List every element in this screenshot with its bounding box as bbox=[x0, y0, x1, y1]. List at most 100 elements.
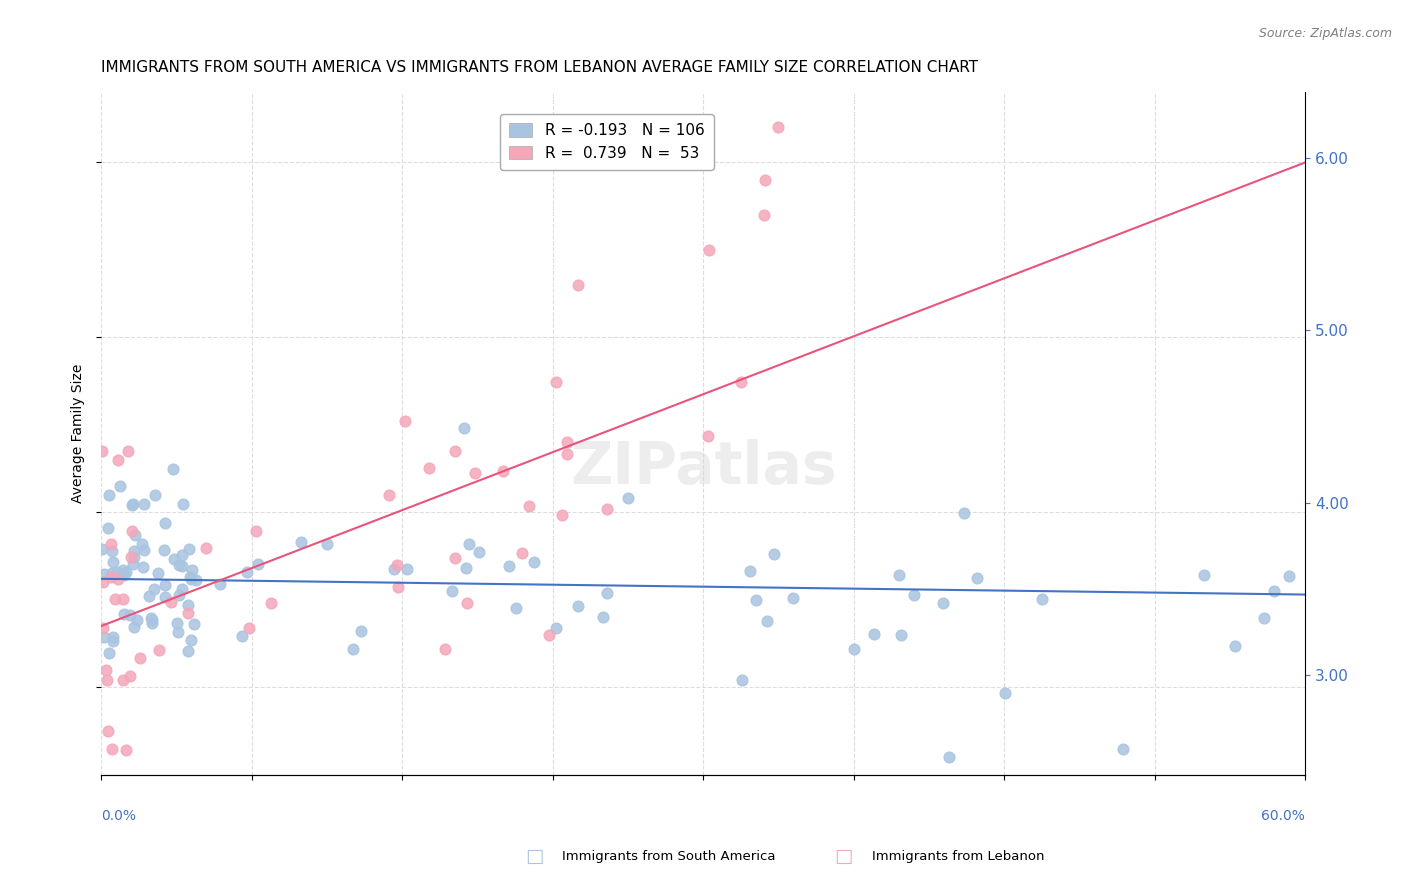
Point bbox=[382, 562, 405, 576]
Point bbox=[90, 444, 112, 458]
Point bbox=[1112, 741, 1135, 756]
Point bbox=[180, 572, 202, 586]
Text: Immigrants from South America: Immigrants from South America bbox=[562, 850, 776, 863]
Point bbox=[697, 243, 720, 257]
Point bbox=[1278, 569, 1301, 583]
Point bbox=[103, 634, 125, 648]
Point bbox=[730, 375, 752, 389]
Point bbox=[121, 524, 143, 539]
Point bbox=[763, 547, 786, 561]
Point bbox=[101, 741, 124, 756]
Point bbox=[124, 544, 146, 558]
Point bbox=[103, 555, 125, 569]
Point bbox=[132, 560, 155, 574]
Point bbox=[124, 528, 146, 542]
Point bbox=[245, 524, 267, 538]
Point bbox=[454, 561, 477, 575]
Point bbox=[440, 584, 463, 599]
Point bbox=[127, 613, 149, 627]
Point bbox=[290, 535, 312, 549]
Point bbox=[101, 543, 124, 558]
Point bbox=[132, 542, 155, 557]
Point bbox=[122, 619, 145, 633]
Point bbox=[97, 521, 120, 535]
Point bbox=[112, 607, 135, 621]
Point bbox=[745, 592, 768, 607]
Point bbox=[231, 630, 253, 644]
Point bbox=[512, 546, 534, 560]
Point bbox=[183, 617, 205, 632]
Point bbox=[117, 444, 139, 458]
Point bbox=[889, 567, 911, 582]
Point bbox=[167, 589, 190, 603]
Point bbox=[114, 742, 136, 756]
Point bbox=[731, 673, 754, 687]
Point bbox=[93, 567, 115, 582]
Point bbox=[1263, 584, 1285, 599]
Point bbox=[142, 582, 165, 596]
Point bbox=[754, 173, 776, 187]
Point bbox=[172, 497, 194, 511]
Point bbox=[179, 570, 201, 584]
Point bbox=[378, 488, 401, 502]
Point bbox=[177, 599, 200, 613]
Text: □: □ bbox=[524, 847, 544, 866]
Point bbox=[90, 542, 112, 557]
Point bbox=[782, 591, 804, 606]
Point bbox=[97, 488, 120, 502]
Point bbox=[112, 567, 135, 582]
Point bbox=[162, 462, 184, 476]
Point bbox=[143, 488, 166, 502]
Point bbox=[180, 632, 202, 647]
Point bbox=[112, 591, 135, 606]
Point bbox=[903, 588, 925, 602]
Point bbox=[453, 420, 475, 434]
Point bbox=[842, 641, 865, 656]
Point bbox=[176, 644, 198, 658]
Point bbox=[457, 537, 479, 551]
Point bbox=[464, 466, 486, 480]
Point bbox=[342, 642, 364, 657]
Point bbox=[118, 669, 141, 683]
Point bbox=[100, 537, 122, 551]
Point bbox=[153, 516, 176, 530]
Point bbox=[153, 578, 176, 592]
Point bbox=[121, 558, 143, 572]
Point bbox=[863, 626, 886, 640]
Point bbox=[953, 506, 976, 520]
Point bbox=[444, 551, 467, 566]
Point bbox=[932, 596, 955, 610]
Point bbox=[456, 596, 478, 610]
Point bbox=[97, 646, 120, 660]
Point bbox=[966, 571, 988, 585]
Point bbox=[766, 120, 789, 135]
Point bbox=[1225, 639, 1247, 653]
Point bbox=[567, 599, 589, 613]
Point bbox=[108, 479, 131, 493]
Point bbox=[112, 673, 135, 688]
Point bbox=[101, 566, 124, 580]
Point bbox=[132, 497, 155, 511]
Point bbox=[195, 541, 218, 555]
Point bbox=[139, 610, 162, 624]
Point bbox=[146, 566, 169, 581]
Text: ZIPatlas: ZIPatlas bbox=[569, 439, 837, 496]
Point bbox=[592, 610, 614, 624]
Point bbox=[128, 650, 150, 665]
Point bbox=[385, 558, 408, 573]
Point bbox=[177, 606, 200, 620]
Point bbox=[752, 208, 775, 222]
Point bbox=[468, 545, 491, 559]
Point bbox=[160, 595, 183, 609]
Point bbox=[141, 616, 163, 631]
Point bbox=[184, 573, 207, 587]
Point bbox=[557, 447, 579, 461]
Point bbox=[596, 586, 619, 600]
Point bbox=[93, 630, 115, 644]
Point bbox=[163, 552, 186, 566]
Point bbox=[141, 613, 163, 627]
Point bbox=[112, 563, 135, 577]
Point bbox=[122, 549, 145, 564]
Point bbox=[166, 624, 188, 639]
Point bbox=[617, 491, 640, 505]
